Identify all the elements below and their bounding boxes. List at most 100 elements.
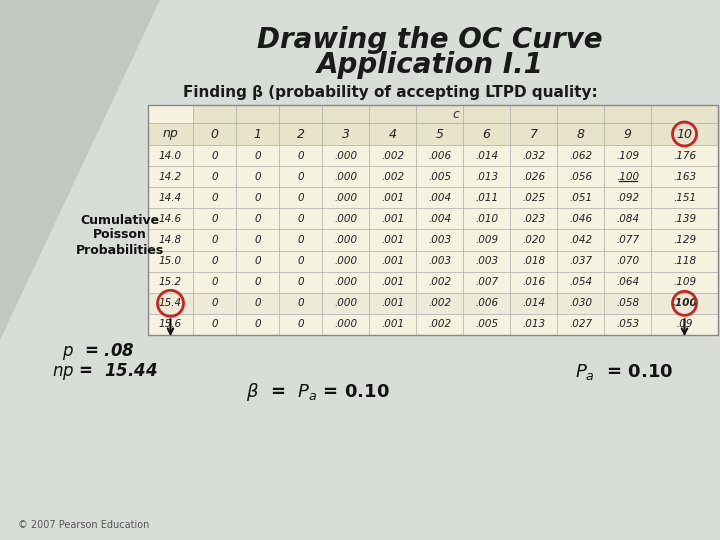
Text: .092: .092 <box>616 193 639 203</box>
Text: .056: .056 <box>569 172 592 181</box>
Text: .100: .100 <box>672 298 698 308</box>
Text: .062: .062 <box>569 151 592 160</box>
Text: .003: .003 <box>428 235 451 245</box>
Text: Application I.1: Application I.1 <box>317 51 544 79</box>
Text: 0: 0 <box>297 298 304 308</box>
Text: Drawing the OC Curve: Drawing the OC Curve <box>257 26 603 54</box>
Text: .011: .011 <box>475 193 498 203</box>
Text: 0: 0 <box>297 320 304 329</box>
Text: .001: .001 <box>381 214 404 224</box>
Text: 15.6: 15.6 <box>159 320 182 329</box>
Text: .002: .002 <box>381 172 404 181</box>
Text: 14.2: 14.2 <box>159 172 182 181</box>
Text: .053: .053 <box>616 320 639 329</box>
Text: .000: .000 <box>334 151 357 160</box>
Text: 0: 0 <box>254 151 261 160</box>
Text: .004: .004 <box>428 214 451 224</box>
Text: 0: 0 <box>254 256 261 266</box>
Text: © 2007 Pearson Education: © 2007 Pearson Education <box>18 520 149 530</box>
Text: .020: .020 <box>522 235 545 245</box>
Text: 0: 0 <box>254 193 261 203</box>
Text: 0: 0 <box>211 235 218 245</box>
Text: 9: 9 <box>624 127 631 140</box>
Text: $np$ =  15.44: $np$ = 15.44 <box>52 361 158 382</box>
Text: 0: 0 <box>210 127 218 140</box>
Text: .006: .006 <box>475 298 498 308</box>
Text: .070: .070 <box>616 256 639 266</box>
Text: .001: .001 <box>381 193 404 203</box>
Text: 5: 5 <box>436 127 444 140</box>
Text: .001: .001 <box>381 298 404 308</box>
Text: .046: .046 <box>569 214 592 224</box>
Text: .064: .064 <box>616 277 639 287</box>
Text: c: c <box>452 107 459 120</box>
Text: .000: .000 <box>334 193 357 203</box>
Text: .176: .176 <box>673 151 696 160</box>
Text: 15.4: 15.4 <box>159 298 182 308</box>
Text: 0: 0 <box>254 214 261 224</box>
Text: 0: 0 <box>297 235 304 245</box>
Text: .077: .077 <box>616 235 639 245</box>
Text: .001: .001 <box>381 320 404 329</box>
Text: .002: .002 <box>428 320 451 329</box>
Text: .013: .013 <box>475 172 498 181</box>
Text: 0: 0 <box>211 298 218 308</box>
Text: 0: 0 <box>211 172 218 181</box>
Text: .037: .037 <box>569 256 592 266</box>
Bar <box>148 293 718 314</box>
Text: 2: 2 <box>297 127 305 140</box>
Text: 0: 0 <box>254 298 261 308</box>
Text: 1: 1 <box>253 127 261 140</box>
Text: .000: .000 <box>334 256 357 266</box>
Text: 8: 8 <box>577 127 585 140</box>
Text: .014: .014 <box>522 298 545 308</box>
Text: .023: .023 <box>522 214 545 224</box>
Text: .000: .000 <box>334 172 357 181</box>
Text: 0: 0 <box>211 193 218 203</box>
Text: .001: .001 <box>381 277 404 287</box>
Text: .051: .051 <box>569 193 592 203</box>
Text: 14.8: 14.8 <box>159 235 182 245</box>
Text: np: np <box>163 127 179 140</box>
Text: 0: 0 <box>211 214 218 224</box>
Bar <box>148 105 718 335</box>
Text: .058: .058 <box>616 298 639 308</box>
Text: .109: .109 <box>673 277 696 287</box>
Text: .151: .151 <box>673 193 696 203</box>
Text: .002: .002 <box>381 151 404 160</box>
Text: 6: 6 <box>482 127 490 140</box>
Text: .004: .004 <box>428 193 451 203</box>
Text: 15.0: 15.0 <box>159 256 182 266</box>
Text: .118: .118 <box>673 256 696 266</box>
Text: 0: 0 <box>297 172 304 181</box>
Text: 0: 0 <box>297 214 304 224</box>
Text: .084: .084 <box>616 214 639 224</box>
Text: 0: 0 <box>297 151 304 160</box>
Text: .000: .000 <box>334 214 357 224</box>
Text: .129: .129 <box>673 235 696 245</box>
Text: 0: 0 <box>211 256 218 266</box>
Text: 0: 0 <box>211 151 218 160</box>
Text: .016: .016 <box>522 277 545 287</box>
Text: 14.6: 14.6 <box>159 214 182 224</box>
Text: 0: 0 <box>254 320 261 329</box>
Text: .005: .005 <box>475 320 498 329</box>
Text: 15.2: 15.2 <box>159 277 182 287</box>
Text: .001: .001 <box>381 256 404 266</box>
Text: 0: 0 <box>297 193 304 203</box>
Text: .001: .001 <box>381 235 404 245</box>
Text: $p$  = .08: $p$ = .08 <box>62 341 135 362</box>
Text: 7: 7 <box>529 127 538 140</box>
Text: .002: .002 <box>428 277 451 287</box>
Text: 4: 4 <box>389 127 397 140</box>
Text: .018: .018 <box>522 256 545 266</box>
Text: .109: .109 <box>616 151 639 160</box>
Text: .000: .000 <box>334 277 357 287</box>
Text: Cumulative
Poisson
Probabilities: Cumulative Poisson Probabilities <box>76 213 164 256</box>
Text: .163: .163 <box>673 172 696 181</box>
Text: 14.0: 14.0 <box>159 151 182 160</box>
Text: .014: .014 <box>475 151 498 160</box>
Text: 10: 10 <box>677 127 693 140</box>
Text: .010: .010 <box>475 214 498 224</box>
Text: .003: .003 <box>428 256 451 266</box>
